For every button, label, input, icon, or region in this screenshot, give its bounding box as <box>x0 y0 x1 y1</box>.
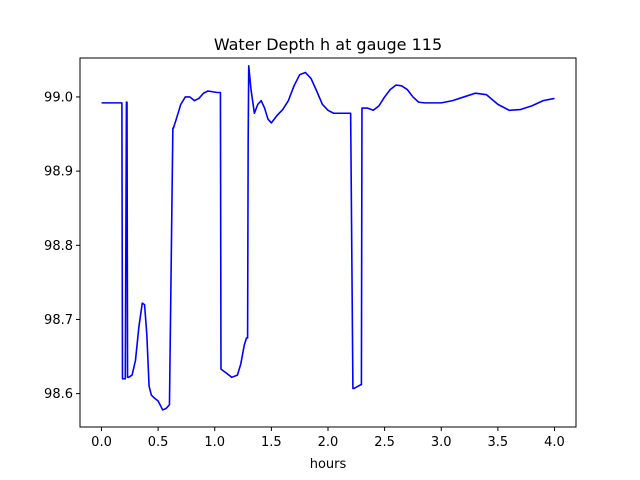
x-axis: 0.0 0.5 1.0 1.5 2.0 2.5 3.0 3.5 4.0 <box>91 427 565 450</box>
y-tick-label: 98.9 <box>44 165 73 180</box>
x-tick-label: 0.0 <box>91 435 112 450</box>
y-tick-label: 99.0 <box>44 90 73 105</box>
series-line-0 <box>101 64 555 411</box>
x-tick-label: 3.0 <box>431 435 452 450</box>
x-tick-label: 1.5 <box>261 435 282 450</box>
x-tick-label: 3.5 <box>488 435 509 450</box>
plot-frame <box>79 57 577 428</box>
y-tick-label: 98.8 <box>44 239 73 254</box>
x-tick-label: 2.0 <box>318 435 339 450</box>
x-tick-label: 4.0 <box>544 435 565 450</box>
x-tick-label: 2.5 <box>374 435 395 450</box>
y-tick-label: 98.6 <box>44 387 73 402</box>
x-axis-label: hours <box>310 457 347 472</box>
chart-title: Water Depth h at gauge 115 <box>214 35 442 54</box>
y-tick-label: 98.7 <box>44 313 73 328</box>
x-tick-label: 1.0 <box>204 435 225 450</box>
plot-area <box>79 57 577 428</box>
y-axis: 98.6 98.7 98.8 98.9 99.0 <box>44 90 80 402</box>
x-tick-label: 0.5 <box>148 435 169 450</box>
